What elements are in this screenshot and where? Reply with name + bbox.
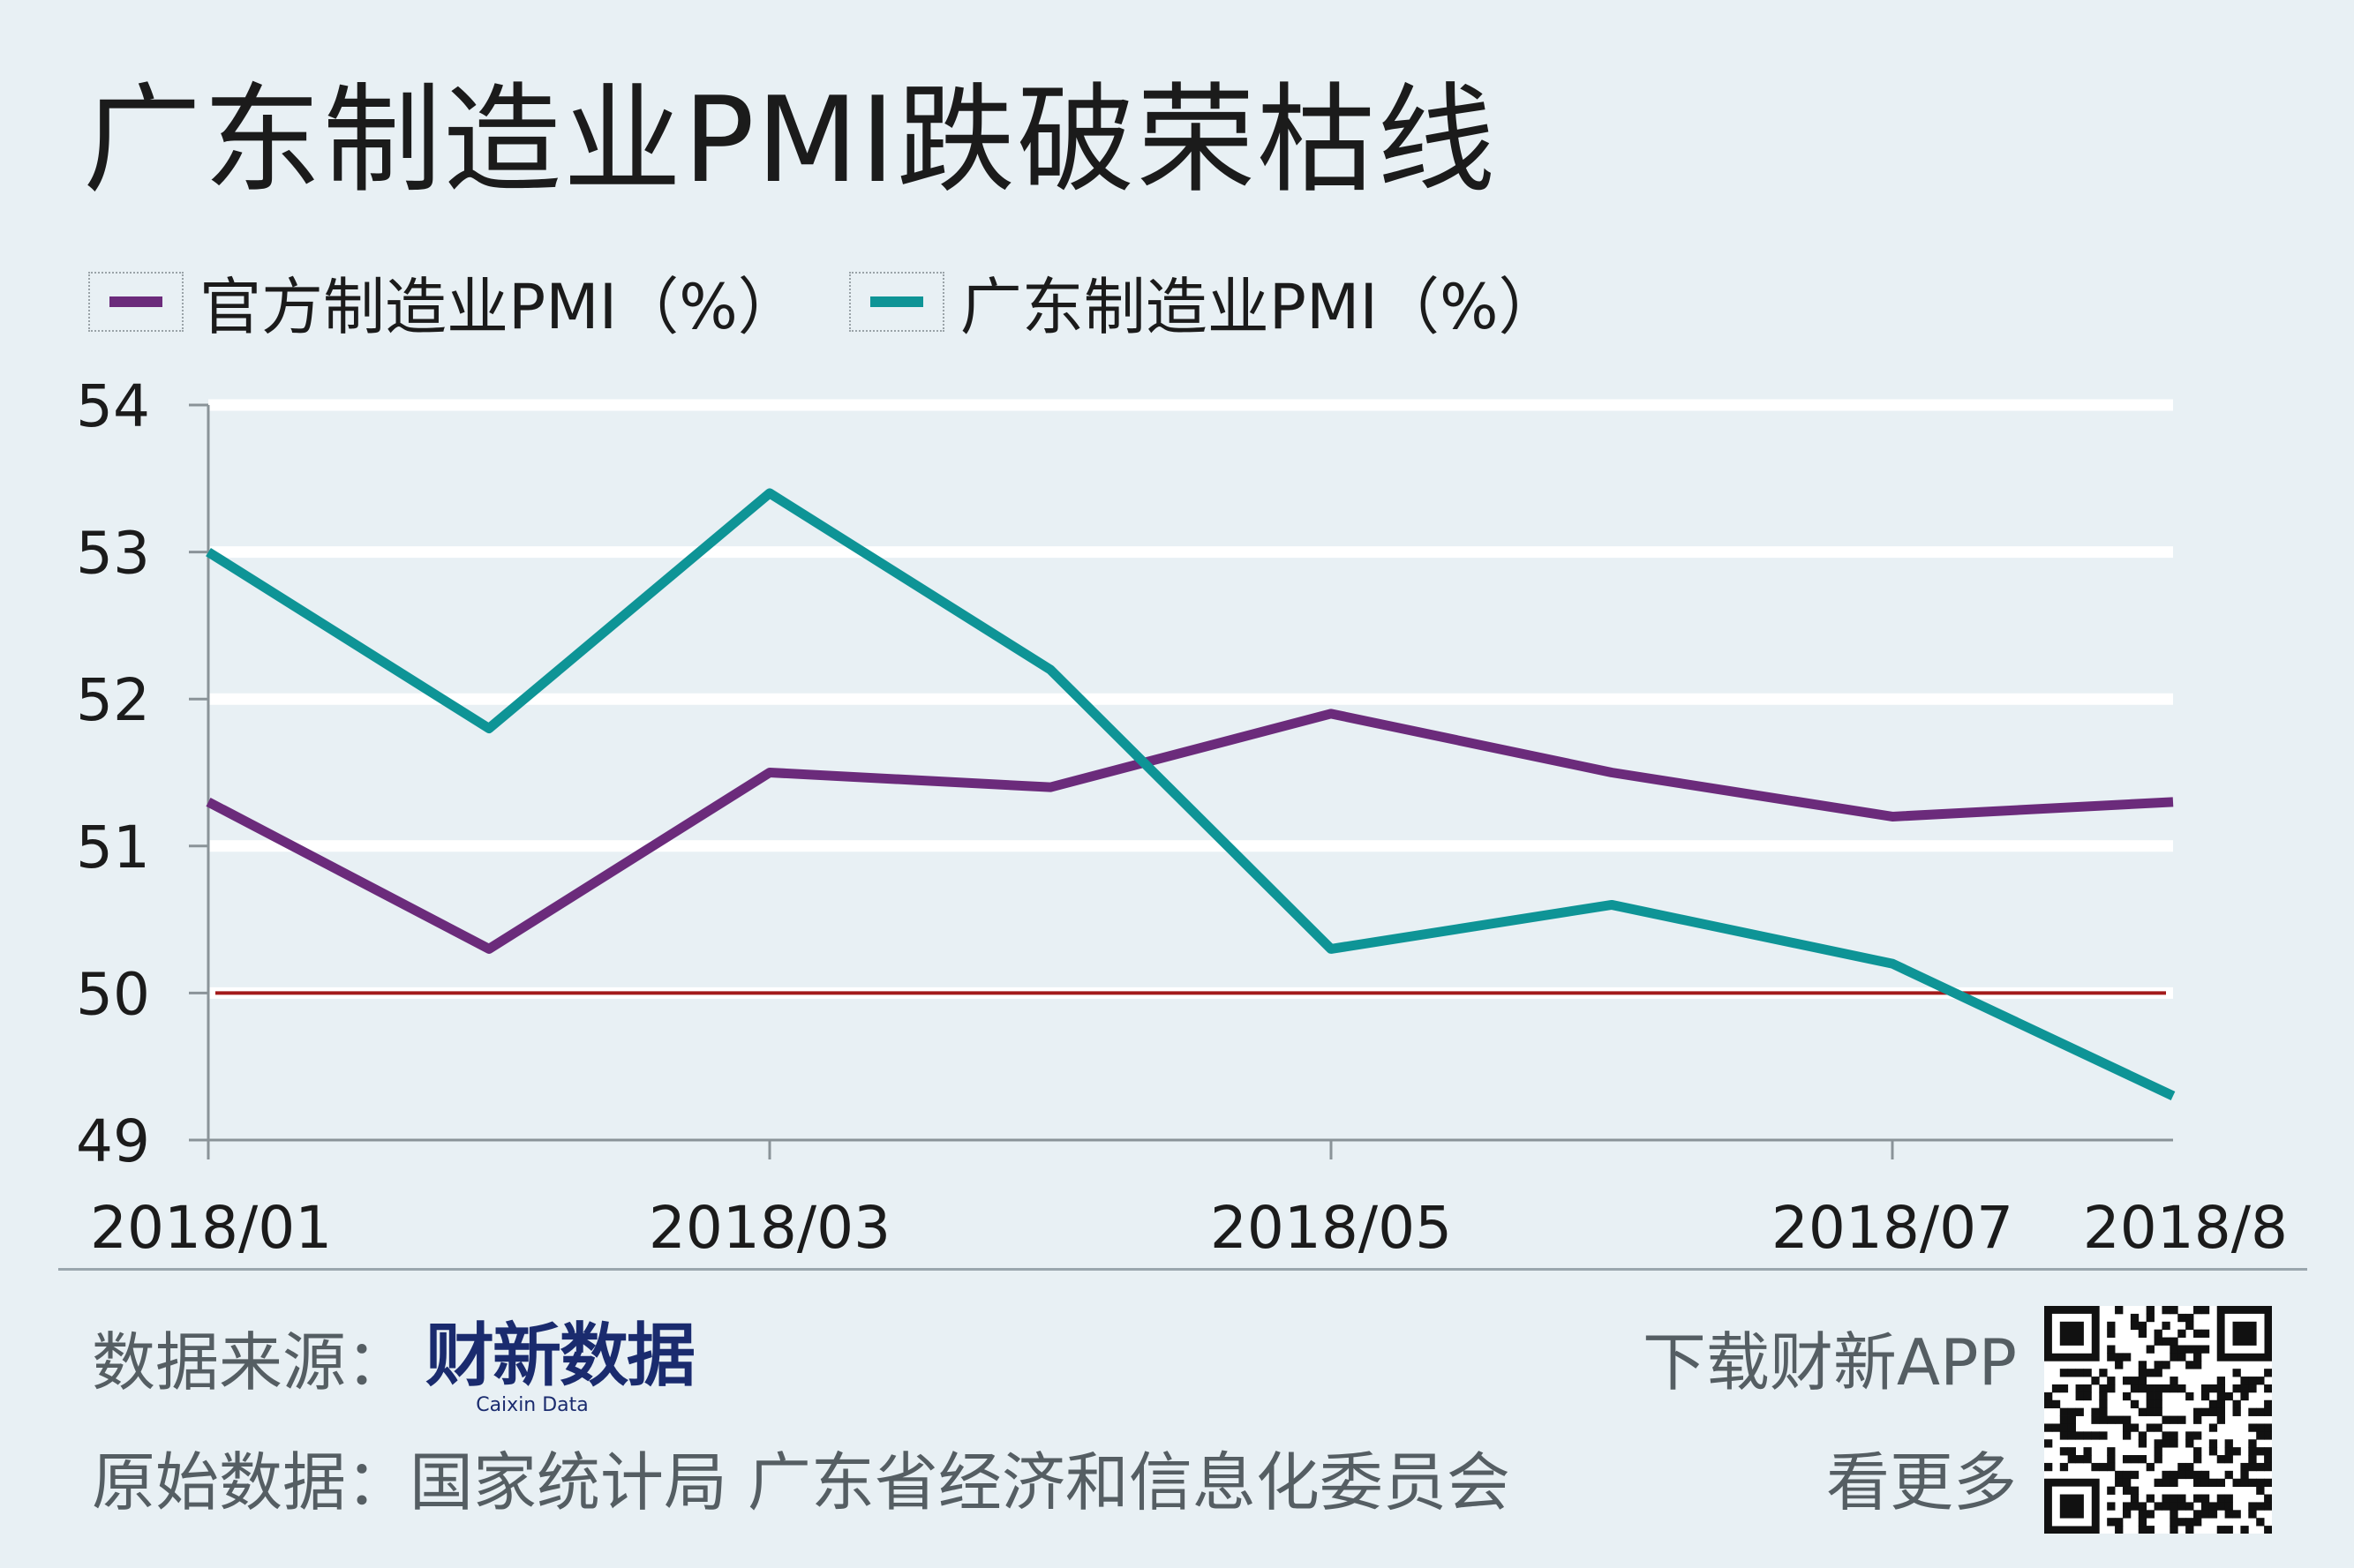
x-tick-label-6: 2018/07 — [1771, 1194, 2013, 1262]
download-app-label: 下载财新APP — [1642, 1325, 2017, 1399]
x-tick-label-0: 2018/01 — [90, 1194, 332, 1262]
logo-text-cn: 财新数据 — [425, 1317, 696, 1396]
legend-item-official-pmi: 官方制造业PMI（%） — [88, 258, 800, 347]
qr-code-icon[interactable] — [2044, 1306, 2272, 1534]
gridlines — [208, 399, 2173, 999]
source-label: 数据来源： — [92, 1325, 410, 1399]
x-tick-label-7: 2018/8 — [2083, 1194, 2288, 1262]
y-tick-label-49: 49 — [76, 1107, 150, 1175]
series-line-1 — [206, 488, 2176, 1100]
legend-line-guangdong-pmi — [869, 296, 923, 307]
caixin-data-logo: 财新数据 Caixin Data — [425, 1317, 696, 1426]
legend-label-guangdong-pmi: 广东制造业PMI（%） — [959, 270, 1561, 343]
y-tick-label-51: 51 — [76, 814, 150, 882]
series-line-0 — [206, 709, 2174, 954]
see-more-label: 看更多 — [1825, 1445, 2017, 1519]
logo-text-en: Caixin Data — [476, 1394, 589, 1416]
chart-legend: 官方制造业PMI（%） 广东制造业PMI（%） — [88, 270, 1610, 343]
legend-line-official-pmi — [109, 296, 162, 307]
footer-divider — [58, 1268, 2307, 1271]
legend-swatch-official-pmi — [88, 272, 184, 332]
origin-data-label: 原始数据：国家统计局 广东省经济和信息化委员会 — [92, 1445, 1510, 1519]
y-tick-label-54: 54 — [76, 372, 150, 440]
line-chart: 54 53 52 51 50 49 2018/01 2018/03 2018/05 2018/07… — [76, 372, 2288, 1262]
legend-swatch-guangdong-pmi — [848, 272, 944, 332]
axes — [189, 403, 2173, 1159]
y-tick-label-50: 50 — [76, 960, 150, 1028]
tick-labels: 54 53 52 51 50 49 2018/01 2018/03 2018/05 2018/07… — [76, 372, 2288, 1262]
chart-title: 广东制造业PMI跌破荣枯线 — [83, 71, 1497, 209]
legend-item-guangdong-pmi: 广东制造业PMI（%） — [848, 258, 1561, 347]
y-tick-label-52: 52 — [76, 666, 150, 734]
series-lines — [206, 488, 2176, 1100]
x-tick-label-4: 2018/05 — [1210, 1194, 1452, 1262]
x-tick-label-2: 2018/03 — [649, 1194, 891, 1262]
y-tick-label-53: 53 — [76, 520, 150, 588]
legend-label-official-pmi: 官方制造业PMI（%） — [199, 270, 800, 343]
